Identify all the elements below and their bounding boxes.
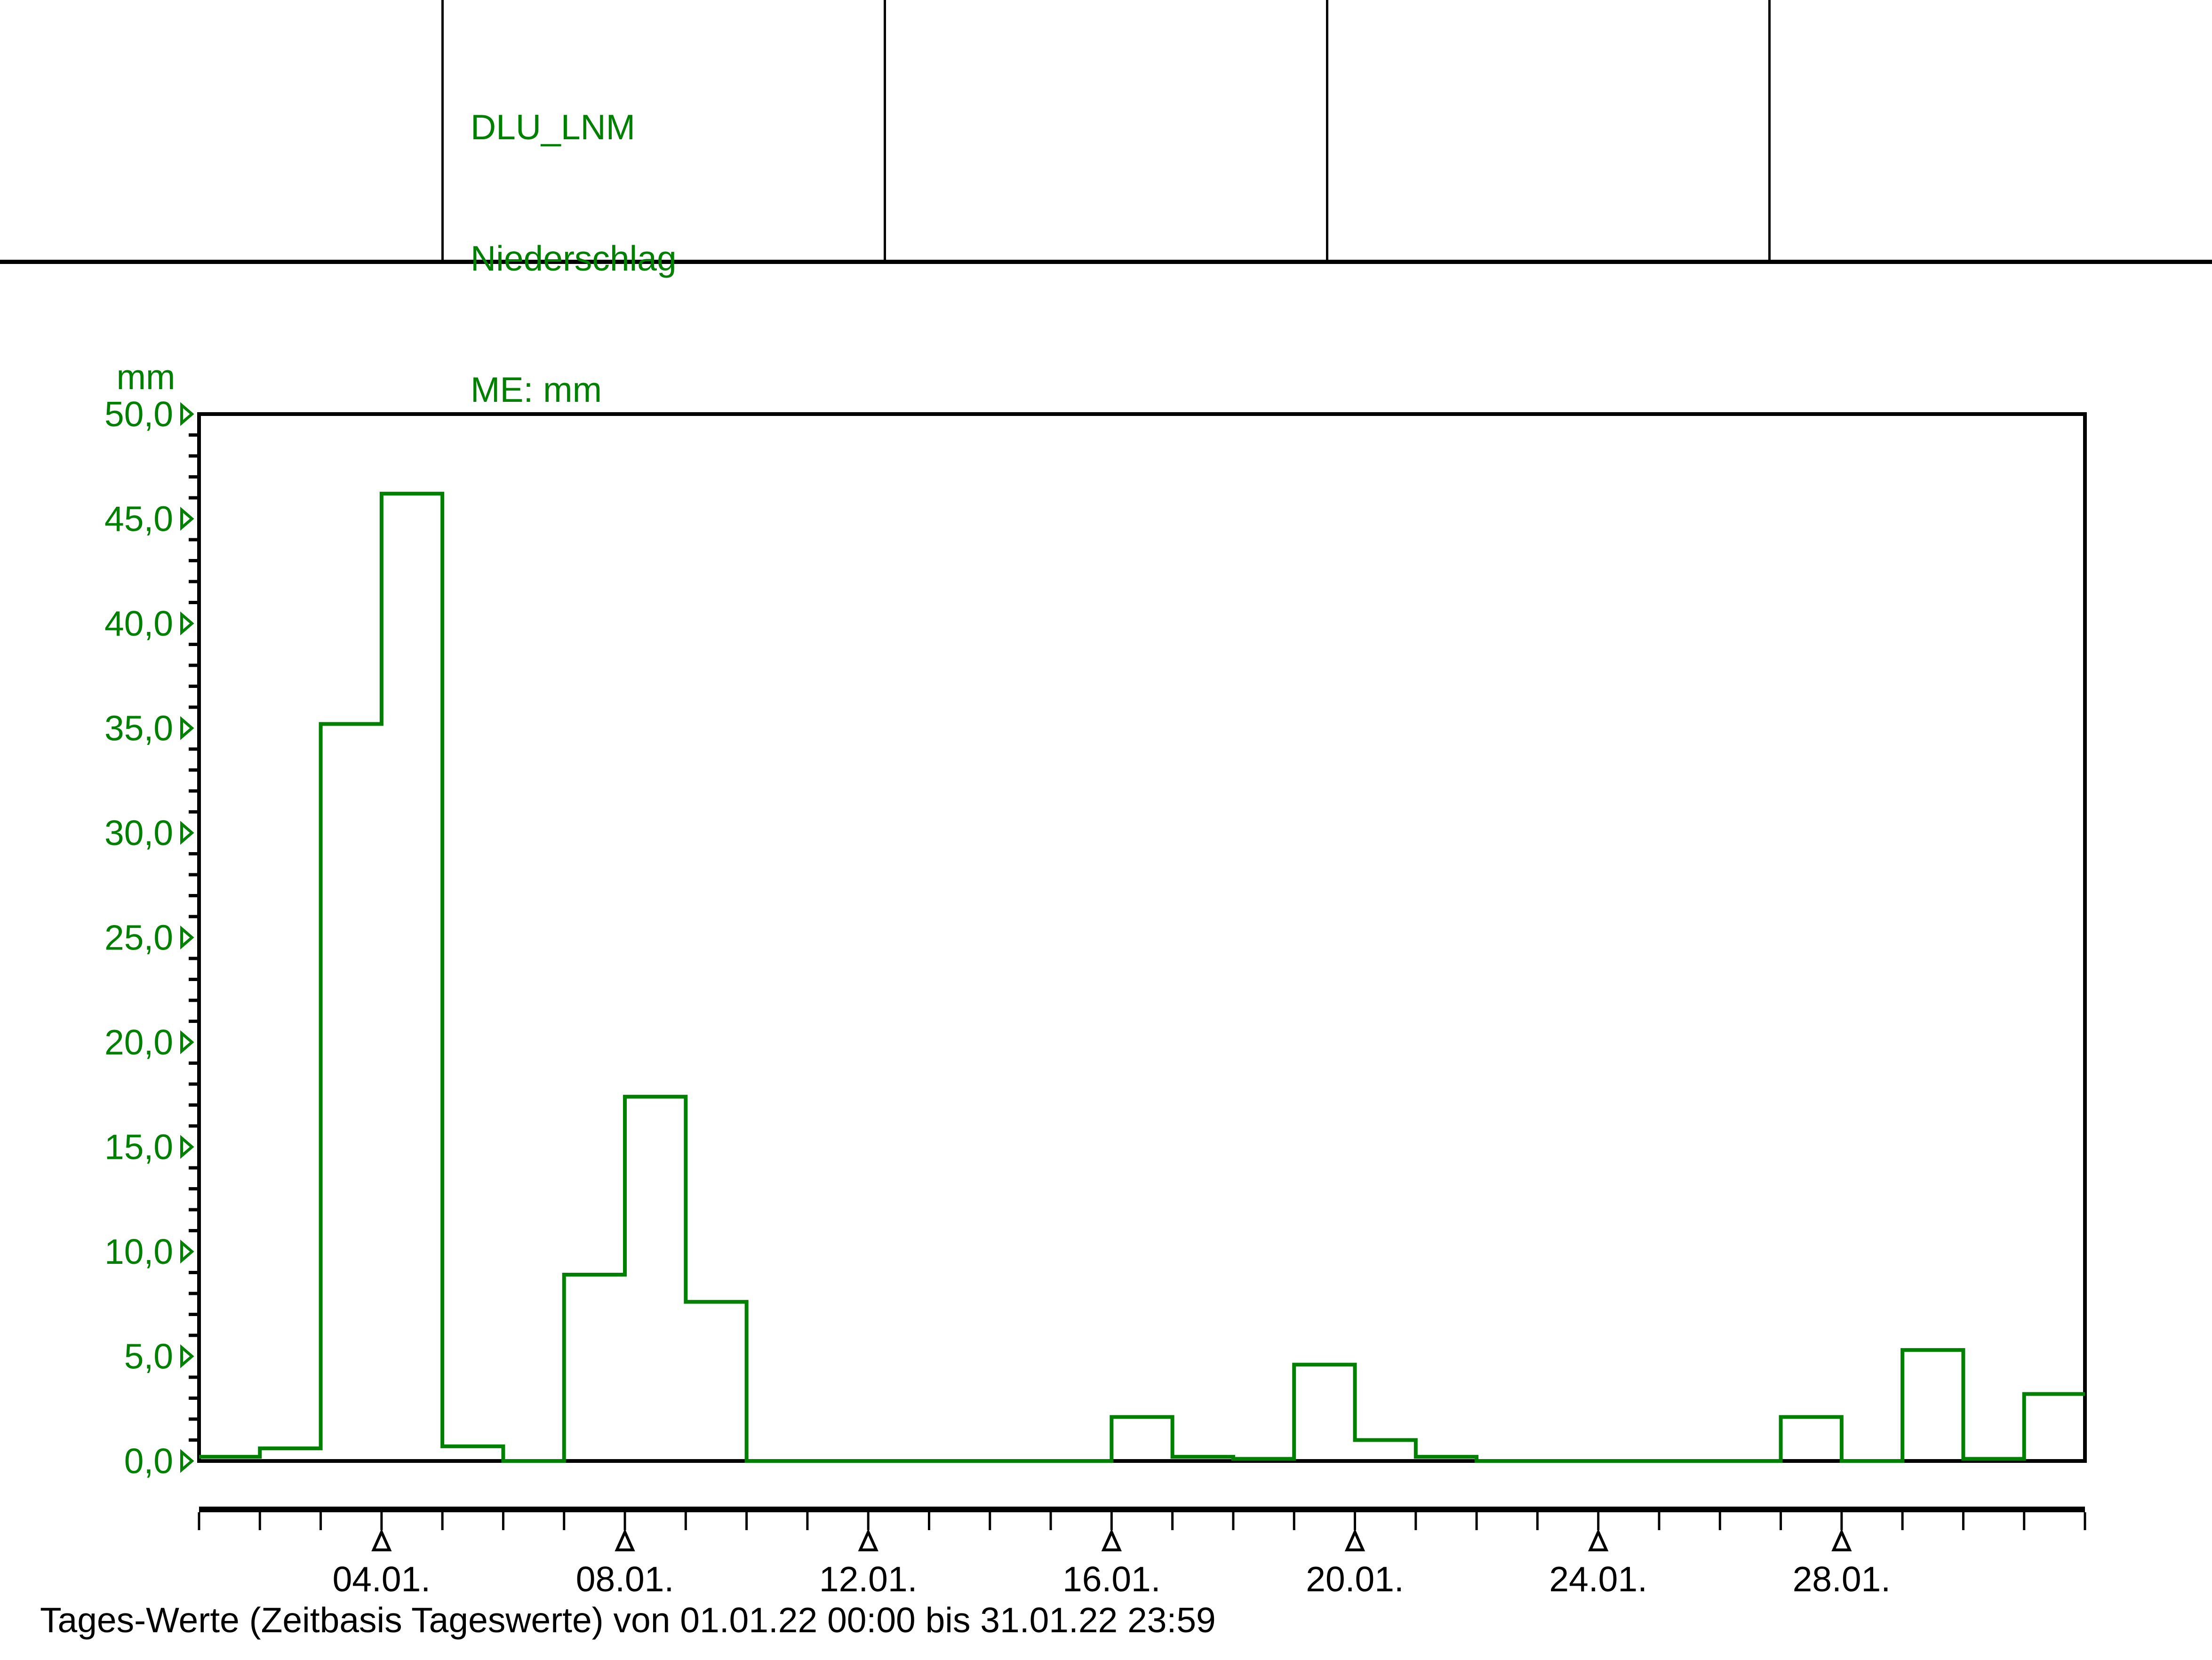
x-major-tick-marker	[858, 1528, 878, 1551]
y-tick-label: 40,0	[104, 604, 173, 643]
y-major-tick-marker	[180, 1449, 194, 1473]
x-tick-label: 16.01.	[1062, 1559, 1161, 1599]
header-column-divider	[1768, 0, 1771, 262]
station-info: DLU_LNM Niederschlag ME: mm	[471, 18, 677, 499]
x-major-tick-marker	[371, 1528, 392, 1551]
y-tick-label: 30,0	[104, 813, 173, 853]
station-id: DLU_LNM	[471, 107, 636, 147]
header-column-divider	[441, 0, 444, 262]
x-major-tick-marker	[1588, 1528, 1609, 1551]
x-tick-label: 28.01.	[1793, 1559, 1891, 1599]
y-tick-label: 0,0	[124, 1441, 173, 1481]
x-tick-label: 24.01.	[1549, 1559, 1647, 1599]
y-tick-label: 5,0	[124, 1337, 173, 1376]
y-tick-label: 10,0	[104, 1232, 173, 1271]
plot-frame	[197, 412, 2087, 1463]
x-major-tick-marker	[1101, 1528, 1122, 1551]
y-axis-unit-label: mm	[117, 357, 176, 397]
y-major-tick-marker	[180, 506, 194, 531]
parameter-name: Niederschlag	[471, 239, 677, 278]
y-tick-label: 50,0	[104, 394, 173, 434]
y-tick-label: 35,0	[104, 709, 173, 748]
y-tick-label: 45,0	[104, 499, 173, 539]
y-tick-label: 15,0	[104, 1127, 173, 1167]
x-tick-label: 20.01.	[1306, 1559, 1404, 1599]
y-major-tick-marker	[180, 1344, 194, 1369]
header-column-divider	[884, 0, 886, 262]
y-tick-label: 25,0	[104, 918, 173, 958]
y-tick-label: 20,0	[104, 1022, 173, 1062]
x-major-tick-marker	[1831, 1528, 1852, 1551]
y-major-tick-marker	[180, 716, 194, 741]
y-major-tick-marker	[180, 1030, 194, 1054]
y-major-tick-marker	[180, 925, 194, 950]
y-major-tick-marker	[180, 821, 194, 845]
y-major-tick-marker	[180, 1134, 194, 1159]
footer-caption: Tages-Werte (Zeitbasis Tageswerte) von 0…	[40, 1600, 1216, 1640]
y-major-tick-marker	[180, 611, 194, 636]
header-bottom-border	[0, 260, 2212, 264]
y-major-tick-marker	[180, 402, 194, 426]
header-column-divider	[1326, 0, 1328, 262]
y-major-tick-marker	[180, 1239, 194, 1264]
x-major-tick-marker	[615, 1528, 635, 1551]
x-tick-label: 12.01.	[819, 1559, 918, 1599]
data-series-line	[199, 492, 2085, 1463]
unit-label: ME: mm	[471, 370, 602, 409]
x-major-tick-marker	[1344, 1528, 1366, 1551]
x-tick-label: 08.01.	[576, 1559, 674, 1599]
x-tick-label: 04.01.	[333, 1559, 431, 1599]
